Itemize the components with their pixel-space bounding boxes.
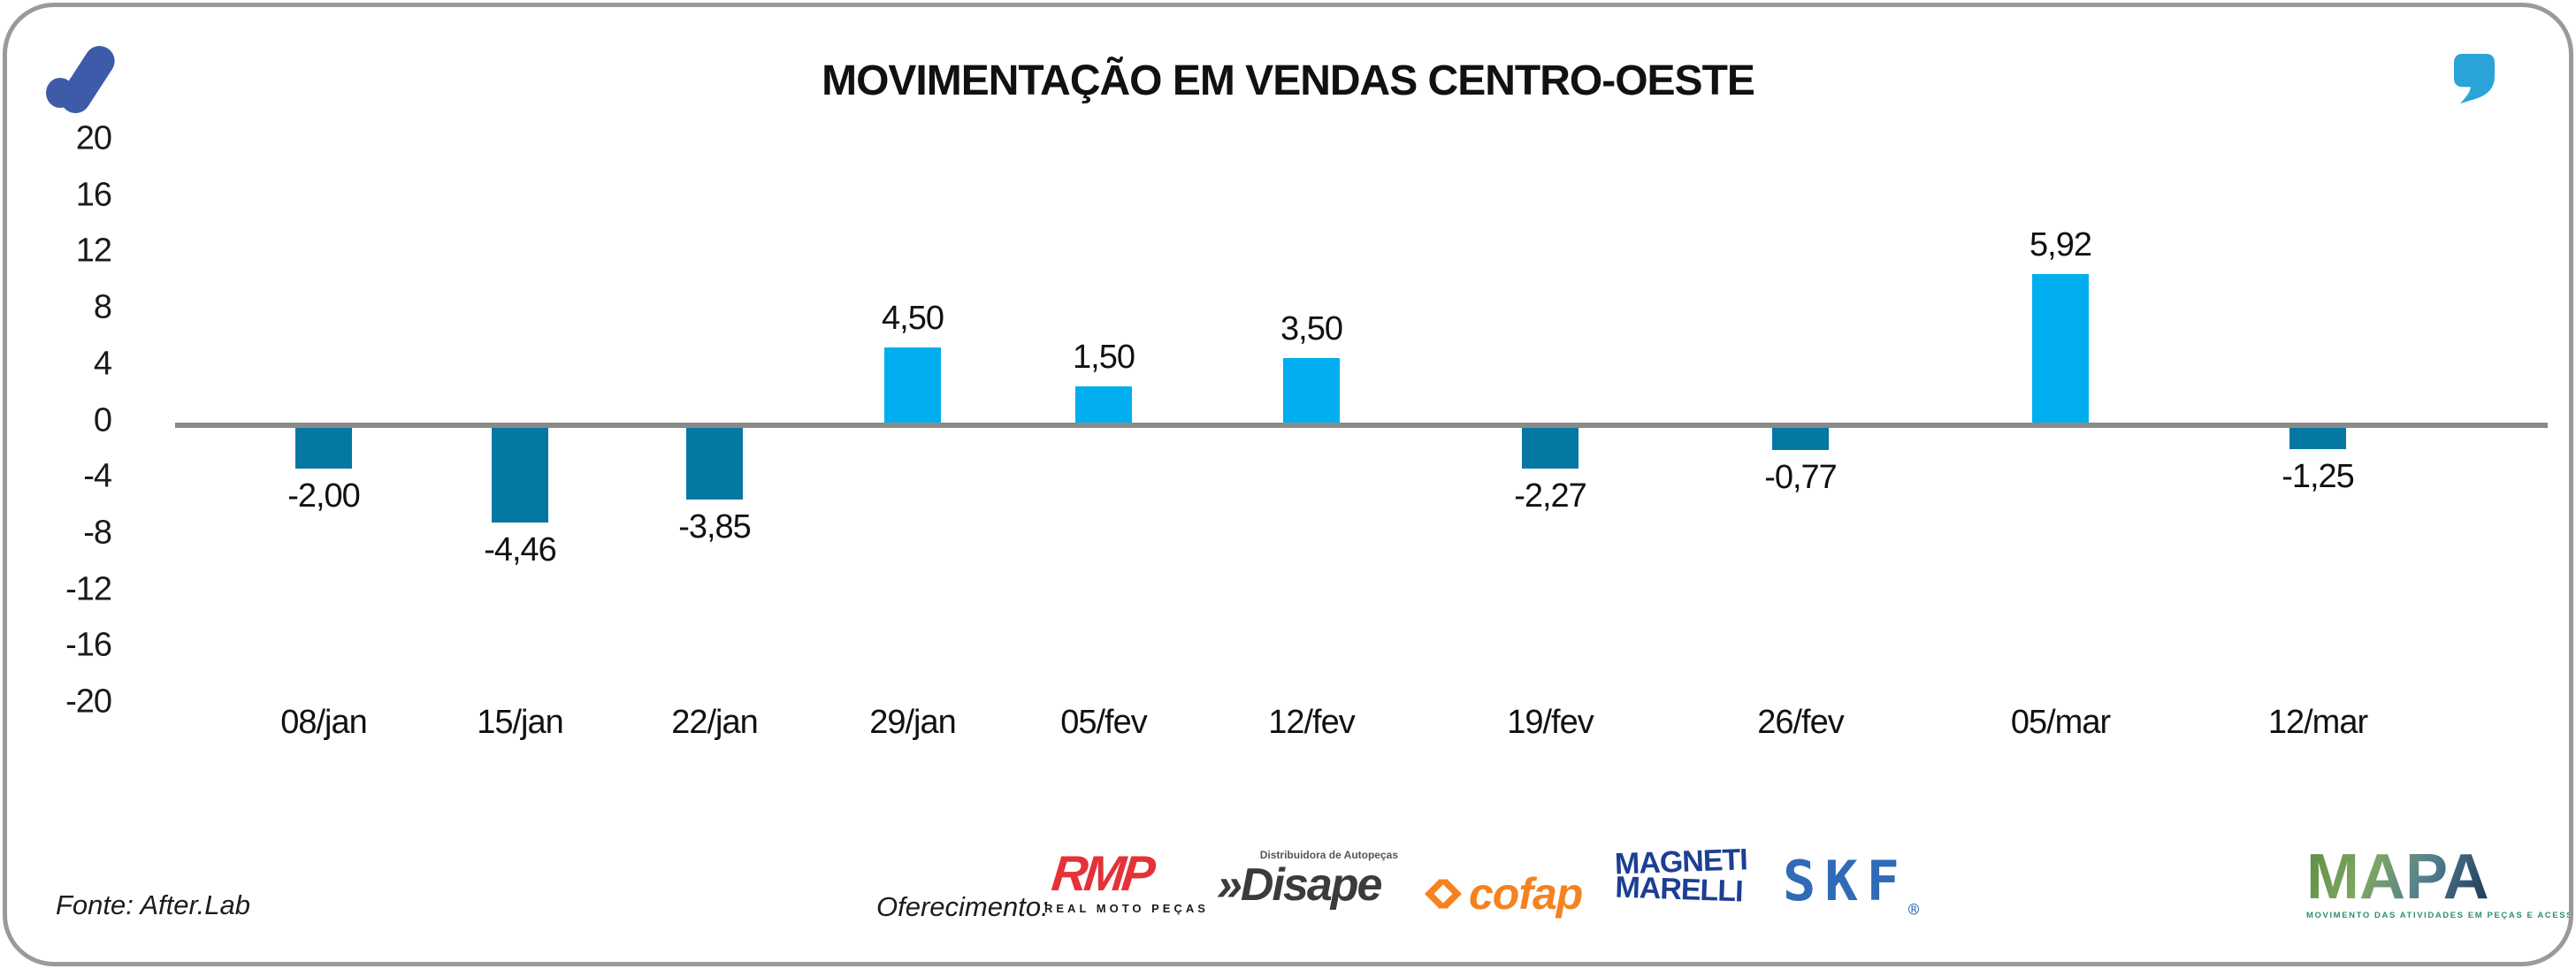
bar-value-label: 4,50 bbox=[882, 300, 944, 337]
x-tick-label: 05/fev bbox=[1060, 704, 1148, 741]
bar bbox=[295, 428, 352, 469]
source-note: Fonte: After.Lab bbox=[56, 889, 250, 920]
mapa-logo: MAPA MOVIMENTO DAS ATIVIDADES EM PEÇAS E… bbox=[2306, 845, 2573, 920]
x-tick-label: 05/mar bbox=[2010, 704, 2111, 741]
skf-registered-mark: ® bbox=[1907, 899, 1920, 920]
cofap-chevron-icon bbox=[1425, 879, 1462, 909]
rmp-wordmark: RMP bbox=[1049, 845, 1155, 901]
magneti-line2: MARELLI bbox=[1614, 870, 1744, 909]
y-tick-label: -4 bbox=[83, 457, 112, 495]
zero-baseline bbox=[175, 423, 2548, 428]
bar-value-label: -3,85 bbox=[678, 508, 752, 546]
bar-value-label: 3,50 bbox=[1280, 310, 1343, 347]
skf-wordmark: SKF bbox=[1783, 849, 1908, 913]
x-tick-label: 15/jan bbox=[477, 704, 564, 741]
cofap-logo: cofap bbox=[1425, 869, 1583, 919]
disape-subtitle: Distribuidora de Autopeças bbox=[1259, 849, 1398, 861]
plot-area: 20 16 12 8 4 0 -4 -8 -12 -16 -20 -2,00 08/jan -4,46 15… bbox=[7, 7, 2569, 962]
bar-value-label: -4,46 bbox=[484, 531, 557, 568]
y-tick-label: 20 bbox=[75, 119, 112, 157]
y-tick-label: 4 bbox=[93, 345, 112, 383]
bar bbox=[2289, 428, 2346, 449]
mapa-wordmark: MAPA bbox=[2306, 845, 2519, 909]
x-tick-label: 29/jan bbox=[869, 704, 957, 741]
x-tick-label: 08/jan bbox=[280, 704, 368, 741]
cofap-wordmark: cofap bbox=[1469, 869, 1583, 919]
x-tick-label: 12/fev bbox=[1268, 704, 1356, 741]
bar-value-label: 1,50 bbox=[1073, 339, 1135, 376]
bar bbox=[686, 428, 743, 500]
sponsor-caption: Oferecimento: bbox=[876, 891, 1049, 922]
bar-value-label: -0,77 bbox=[1764, 459, 1838, 496]
y-tick-label: 16 bbox=[75, 176, 112, 214]
disape-logo: Distribuidora de Autopeças »Disape bbox=[1217, 849, 1398, 910]
bar bbox=[2032, 274, 2089, 423]
bar-value-label: -2,27 bbox=[1514, 477, 1587, 515]
x-tick-label: 22/jan bbox=[671, 704, 759, 741]
magneti-marelli-logo: MAGNETI MARELLI bbox=[1614, 843, 1747, 909]
chart-title: MOVIMENTAÇÃO EM VENDAS CENTRO-OESTE bbox=[822, 57, 1755, 104]
bar-value-label: -2,00 bbox=[287, 477, 361, 515]
skf-logo: SKF® bbox=[1783, 854, 1919, 919]
afterlab-logo-icon bbox=[46, 40, 121, 119]
afterlab-logo-dot bbox=[46, 78, 74, 108]
x-tick-label: 26/fev bbox=[1757, 704, 1845, 741]
mapa-subtitle: MOVIMENTO DAS ATIVIDADES EM PEÇAS E ACES… bbox=[2306, 911, 2573, 920]
disape-chevrons-icon: » bbox=[1217, 859, 1242, 911]
bar-value-label: -1,25 bbox=[2282, 458, 2355, 495]
x-tick-label: 12/mar bbox=[2267, 704, 2368, 741]
disape-wordmark: »Disape bbox=[1217, 859, 1382, 911]
infographic-card: MOVIMENTAÇÃO EM VENDAS CENTRO-OESTE 20 16… bbox=[3, 3, 2573, 966]
bar-value-label: 5,92 bbox=[2029, 226, 2092, 263]
bar bbox=[492, 428, 548, 523]
y-tick-label: -20 bbox=[65, 683, 112, 721]
rmp-subtitle: REAL MOTO PEÇAS bbox=[1044, 902, 1209, 915]
bar bbox=[1075, 386, 1132, 423]
bar bbox=[1772, 428, 1829, 450]
y-tick-label: 12 bbox=[75, 232, 112, 270]
bar bbox=[1283, 358, 1340, 423]
bar bbox=[884, 347, 941, 423]
y-tick-label: 0 bbox=[93, 401, 112, 439]
bar bbox=[1522, 428, 1578, 469]
y-tick-label: -8 bbox=[83, 514, 112, 552]
y-tick-label: -12 bbox=[65, 570, 112, 608]
x-tick-label: 19/fev bbox=[1507, 704, 1594, 741]
y-tick-label: -16 bbox=[65, 626, 112, 664]
y-tick-label: 8 bbox=[93, 288, 112, 326]
quote-icon bbox=[2454, 53, 2495, 104]
rmp-logo: RMP REAL MOTO PEÇAS bbox=[1044, 845, 1209, 915]
